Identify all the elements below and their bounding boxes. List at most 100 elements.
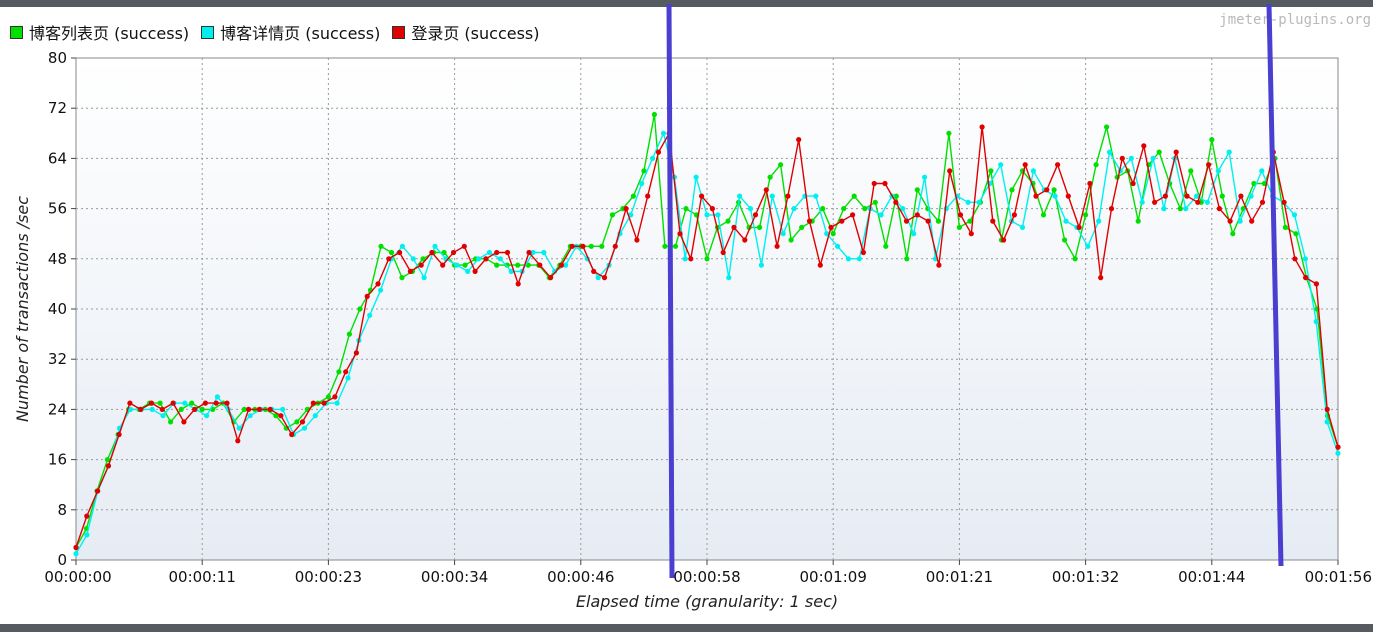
data-point xyxy=(1219,193,1225,199)
data-point xyxy=(1128,155,1134,161)
data-point xyxy=(552,268,558,274)
data-point xyxy=(214,394,220,400)
data-point xyxy=(475,256,482,262)
data-point xyxy=(440,262,446,268)
data-point xyxy=(780,231,786,237)
data-point xyxy=(1087,180,1093,187)
data-point xyxy=(878,212,884,218)
data-point xyxy=(104,457,111,463)
y-tick-label: 32 xyxy=(48,350,67,368)
data-point xyxy=(346,331,352,337)
data-point xyxy=(410,256,416,262)
data-point xyxy=(1135,218,1141,224)
data-point xyxy=(462,262,468,268)
data-point xyxy=(1022,162,1028,168)
data-point xyxy=(213,400,219,406)
data-point xyxy=(378,287,384,293)
data-point xyxy=(247,413,253,419)
data-point xyxy=(998,162,1004,168)
data-point xyxy=(1076,224,1082,230)
data-point xyxy=(294,419,300,425)
data-point xyxy=(454,262,460,268)
data-point xyxy=(601,275,608,281)
data-point xyxy=(1177,206,1183,212)
chart-legend: 博客列表页 (success) 博客详情页 (success) 登录页 (suc… xyxy=(10,19,552,45)
data-point xyxy=(148,400,155,406)
x-tick-label: 00:01:21 xyxy=(926,568,993,586)
legend-swatch-red xyxy=(392,25,406,39)
data-point xyxy=(421,275,427,281)
data-point xyxy=(1335,444,1341,450)
data-point xyxy=(397,249,403,256)
data-point xyxy=(612,243,618,249)
data-point xyxy=(312,413,318,419)
data-point xyxy=(820,206,826,212)
data-point xyxy=(1237,218,1243,224)
data-point xyxy=(591,268,597,274)
data-point xyxy=(461,243,467,249)
data-point xyxy=(914,187,920,193)
data-point xyxy=(105,463,111,469)
data-point xyxy=(1206,162,1212,168)
x-tick-label: 00:01:56 xyxy=(1305,568,1372,586)
data-point xyxy=(806,218,813,224)
data-point xyxy=(224,400,230,406)
data-point xyxy=(791,206,797,212)
data-point xyxy=(399,243,405,249)
data-point xyxy=(116,431,122,438)
data-point xyxy=(537,262,543,268)
data-point xyxy=(345,375,351,381)
data-point xyxy=(1040,212,1047,218)
data-point xyxy=(1001,237,1007,243)
data-point xyxy=(747,206,754,212)
data-point xyxy=(968,231,974,237)
data-point xyxy=(1030,168,1036,174)
data-point xyxy=(688,256,694,262)
y-tick-label: 8 xyxy=(57,501,67,519)
data-point xyxy=(946,130,952,136)
data-point xyxy=(278,413,284,419)
data-point xyxy=(693,174,699,180)
data-point xyxy=(1119,155,1125,161)
data-point xyxy=(988,168,994,174)
data-point xyxy=(84,532,90,538)
data-point xyxy=(280,406,286,412)
data-point xyxy=(1011,212,1018,218)
data-point xyxy=(967,218,973,224)
data-point xyxy=(388,249,395,256)
data-point xyxy=(1259,199,1266,205)
data-point xyxy=(310,400,316,406)
data-point xyxy=(882,180,888,187)
data-point xyxy=(1293,231,1299,237)
data-point xyxy=(450,249,457,256)
data-point xyxy=(1072,256,1078,262)
x-tick-label: 00:00:34 xyxy=(421,568,488,586)
data-point xyxy=(835,243,841,249)
data-point xyxy=(813,193,819,199)
data-point xyxy=(872,199,878,205)
data-point xyxy=(357,306,363,312)
data-point xyxy=(1238,193,1244,199)
data-point xyxy=(515,281,521,287)
data-point xyxy=(127,406,133,412)
data-point xyxy=(720,249,726,256)
data-point xyxy=(860,249,867,256)
data-point xyxy=(182,400,188,406)
data-point xyxy=(817,262,823,268)
data-point xyxy=(364,293,370,299)
data-point xyxy=(677,231,683,237)
data-point xyxy=(709,206,716,212)
data-point xyxy=(1209,137,1215,143)
data-point xyxy=(845,256,852,262)
data-point xyxy=(650,155,656,161)
data-point xyxy=(1302,256,1308,262)
watermark-text: jmeter-plugins.org xyxy=(1219,12,1371,28)
data-point xyxy=(157,400,163,406)
data-point xyxy=(504,262,510,268)
data-point xyxy=(935,218,942,224)
data-point xyxy=(378,243,384,249)
data-point xyxy=(432,243,438,249)
data-point xyxy=(159,406,165,412)
data-point xyxy=(95,488,101,494)
